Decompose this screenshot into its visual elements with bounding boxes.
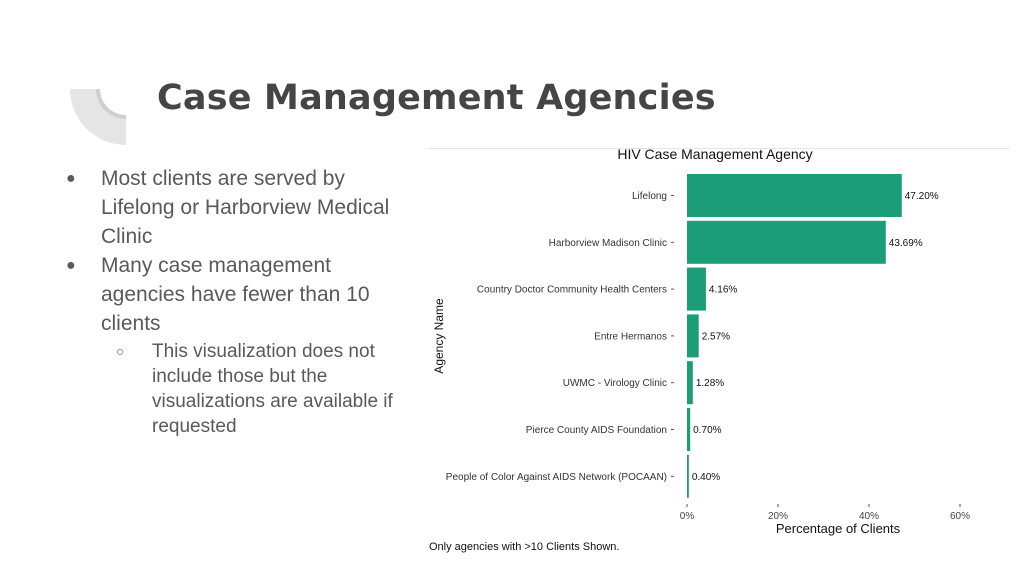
chart-caption: Only agencies with >10 Clients Shown. (429, 541, 620, 553)
data-label: 1.28% (696, 378, 724, 389)
bullet-dot-icon: ● (66, 257, 76, 274)
chart-title: HIV Case Management Agency (617, 146, 812, 162)
bar (687, 408, 691, 451)
category-label: Lifelong (632, 191, 667, 202)
bar (687, 220, 886, 264)
decorative-circle-shape (70, 89, 126, 145)
hollow-circle-icon: ○ (116, 343, 125, 359)
bar (687, 174, 902, 217)
bar (687, 361, 693, 405)
category-label: Harborview Madison Clinic (549, 238, 667, 249)
bullet-list: ● Most clients are served by Lifelong or… (60, 164, 420, 439)
data-label: 47.20% (905, 191, 939, 202)
bar-chart: HIV Case Management Agency Lifelong 47.20%… (432, 146, 970, 536)
y-axis-title: Agency Name (432, 298, 446, 374)
sub-bullet-item: ○ This visualization does not include th… (60, 339, 420, 439)
slide-title: Case Management Agencies (157, 78, 716, 118)
sub-bullet-text: This visualization does not include thos… (152, 341, 393, 437)
x-tick-label: 0% (680, 511, 695, 522)
category-label: UWMC - Virology Clinic (563, 378, 667, 389)
data-label: 0.70% (693, 425, 721, 436)
category-label: People of Color Against AIDS Network (PO… (446, 472, 667, 483)
bullet-text: Many case management agencies have fewer… (101, 254, 370, 335)
data-label: 43.69% (889, 238, 923, 249)
x-tick-label: 40% (859, 511, 879, 522)
bar (687, 454, 689, 498)
bar (687, 267, 706, 311)
bullet-text: Most clients are served by Lifelong or H… (101, 167, 390, 248)
category-label: Entre Hermanos (594, 331, 667, 342)
bullet-item: ● Many case management agencies have few… (60, 251, 420, 338)
bullet-item: ● Most clients are served by Lifelong or… (60, 164, 420, 251)
chart-top-divider (428, 148, 1010, 149)
data-label: 4.16% (709, 285, 737, 296)
data-label: 0.40% (692, 472, 720, 483)
category-label: Pierce County AIDS Foundation (526, 425, 667, 436)
x-tick-label: 60% (950, 511, 970, 522)
category-label: Country Doctor Community Health Centers (477, 285, 667, 296)
x-tick-label: 20% (768, 511, 788, 522)
bullet-dot-icon: ● (66, 170, 76, 187)
bar (687, 314, 699, 358)
x-axis-title: Percentage of Clients (776, 521, 901, 536)
data-label: 2.57% (702, 331, 730, 342)
